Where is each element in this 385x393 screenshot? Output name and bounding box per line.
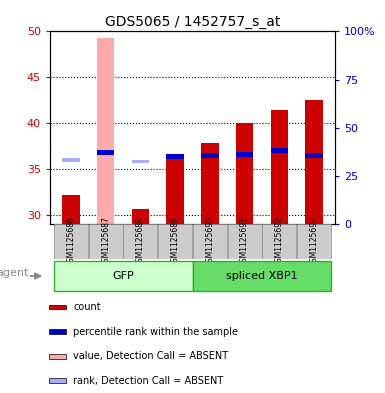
Bar	[49, 354, 66, 358]
Text: GSM1125691: GSM1125691	[240, 216, 249, 267]
Bar	[97, 38, 114, 224]
Bar	[201, 153, 219, 158]
Bar	[89, 224, 123, 259]
Bar	[262, 224, 296, 259]
Text: GSM1125686: GSM1125686	[66, 216, 75, 267]
Bar	[228, 224, 262, 259]
Bar	[201, 143, 219, 224]
Text: GSM1125690: GSM1125690	[205, 216, 214, 267]
Bar	[236, 123, 253, 224]
Bar	[166, 156, 184, 224]
Bar	[297, 224, 331, 259]
Text: GSM1125688: GSM1125688	[136, 216, 145, 267]
Bar	[62, 158, 80, 162]
Text: rank, Detection Call = ABSENT: rank, Detection Call = ABSENT	[73, 376, 223, 386]
Text: GFP: GFP	[112, 271, 134, 281]
Bar	[49, 378, 66, 383]
Bar	[49, 305, 66, 310]
Bar	[132, 209, 149, 224]
Text: GSM1125692: GSM1125692	[275, 216, 284, 267]
Title: GDS5065 / 1452757_s_at: GDS5065 / 1452757_s_at	[105, 15, 280, 29]
Bar	[54, 261, 192, 291]
Bar	[192, 261, 331, 291]
Bar	[158, 224, 192, 259]
Text: spliced XBP1: spliced XBP1	[226, 271, 298, 281]
Bar	[123, 224, 157, 259]
Bar	[49, 329, 66, 334]
Text: GSM1125687: GSM1125687	[101, 216, 110, 267]
Bar	[305, 100, 323, 224]
Bar	[305, 153, 323, 158]
Text: agent: agent	[0, 268, 29, 278]
Bar	[271, 110, 288, 224]
Text: value, Detection Call = ABSENT: value, Detection Call = ABSENT	[73, 351, 228, 361]
Text: GSM1125689: GSM1125689	[171, 216, 180, 267]
Bar	[97, 150, 114, 155]
Bar	[62, 195, 80, 224]
Bar	[132, 160, 149, 163]
Bar	[271, 148, 288, 153]
Bar	[54, 224, 88, 259]
Text: count: count	[73, 302, 101, 312]
Text: percentile rank within the sample: percentile rank within the sample	[73, 327, 238, 336]
Bar	[236, 152, 253, 157]
Bar	[166, 154, 184, 159]
Bar	[193, 224, 227, 259]
Text: GSM1125693: GSM1125693	[310, 216, 319, 267]
